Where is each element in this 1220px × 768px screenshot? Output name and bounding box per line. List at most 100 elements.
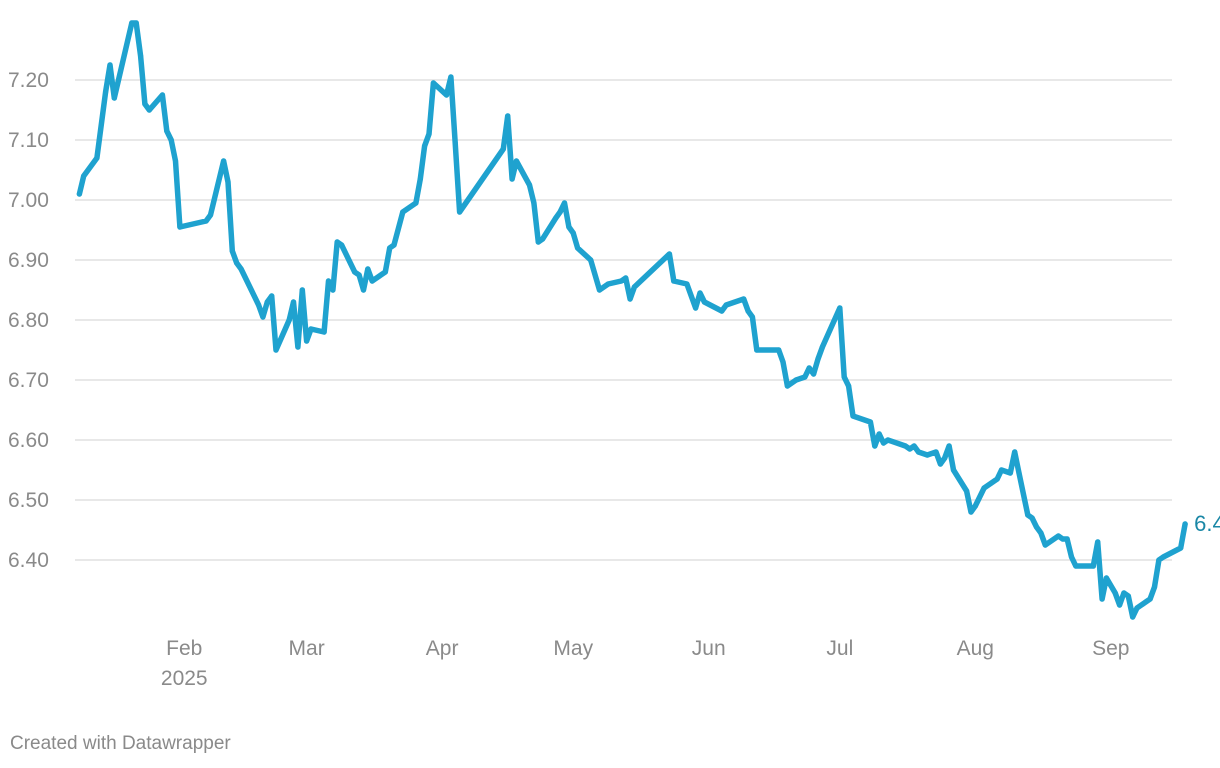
data-point (207, 212, 214, 218)
data-point (221, 158, 227, 164)
data-point (290, 299, 297, 305)
data-point (417, 176, 423, 182)
data-point (177, 224, 183, 230)
data-point (430, 80, 436, 86)
data-point (902, 443, 909, 449)
data-point (623, 275, 629, 281)
data-point (693, 305, 699, 311)
data-point (286, 317, 292, 323)
data-point (260, 314, 266, 320)
data-point (234, 260, 240, 266)
data-point (666, 251, 673, 257)
data-point (885, 437, 891, 443)
data-point (631, 284, 638, 290)
data-point (129, 20, 135, 26)
data-point (382, 269, 388, 275)
data-point (1033, 524, 1040, 530)
data-point (981, 485, 987, 491)
data-point (1068, 554, 1075, 560)
data-point (1099, 596, 1105, 602)
data-point (330, 287, 336, 293)
end-value-label: 6.46 (1194, 511, 1220, 536)
y-tick-label: 7.10 (8, 129, 49, 152)
data-point (1103, 575, 1109, 581)
data-point (304, 338, 310, 344)
data-point (164, 128, 170, 134)
data-point (1055, 533, 1061, 539)
data-point (850, 413, 856, 419)
data-point (225, 179, 231, 185)
y-axis: 6.40 6.50 6.60 6.70 6.80 6.90 7.00 7.10 7.20 (8, 69, 49, 572)
data-point (819, 344, 826, 350)
data-point (422, 143, 428, 149)
data-point (295, 344, 301, 350)
data-point (776, 347, 782, 353)
y-tick-label: 6.60 (8, 429, 49, 452)
x-tick-sublabel: 2025 (161, 667, 208, 690)
data-point (1060, 536, 1066, 542)
data-point (334, 239, 340, 245)
data-point (950, 467, 957, 473)
data-point (339, 242, 345, 248)
data-point (784, 383, 791, 389)
x-tick-label: Jun (692, 637, 726, 660)
data-point (815, 356, 821, 362)
data-point (1029, 515, 1035, 521)
data-point (103, 89, 109, 95)
data-point (968, 509, 974, 515)
data-point (846, 383, 852, 389)
x-tick-label: Aug (957, 637, 994, 660)
data-point (566, 224, 572, 230)
data-point (1121, 590, 1127, 596)
data-point (867, 419, 874, 425)
y-tick-label: 7.00 (8, 189, 49, 212)
data-point (841, 374, 847, 380)
data-point (500, 146, 506, 152)
data-point (1178, 545, 1184, 551)
data-point (1007, 470, 1013, 476)
data-point (872, 443, 878, 449)
data-point (837, 305, 843, 311)
y-tick-label: 6.40 (8, 549, 49, 572)
data-point (142, 101, 148, 107)
data-point (1182, 521, 1188, 527)
data-point (972, 503, 978, 509)
data-point (933, 449, 939, 455)
data-point (321, 329, 327, 335)
data-point (426, 131, 432, 137)
data-point (994, 476, 1000, 482)
data-point (1147, 596, 1153, 602)
data-point (299, 287, 305, 293)
data-point (256, 302, 262, 308)
data-point (159, 92, 165, 98)
x-tick-label: May (553, 637, 593, 660)
data-point (719, 308, 725, 314)
data-point (754, 347, 760, 353)
data-point (81, 173, 87, 179)
data-point (264, 299, 270, 305)
data-point (924, 452, 930, 458)
data-point (588, 257, 594, 263)
data-point (1112, 590, 1118, 596)
data-point (911, 443, 917, 449)
data-point (413, 200, 419, 206)
data-point (1042, 542, 1048, 548)
data-point (513, 158, 520, 164)
data-point (229, 248, 235, 254)
y-tick-label: 7.20 (8, 69, 49, 92)
data-point (998, 467, 1005, 473)
data-point (111, 95, 117, 101)
data-point (618, 278, 624, 284)
data-point (1160, 554, 1166, 560)
data-point (391, 242, 397, 248)
data-point (526, 182, 533, 188)
data-point (535, 239, 541, 245)
data-point (793, 377, 799, 383)
data-point (561, 200, 568, 206)
data-point (360, 287, 367, 293)
y-tick-label: 6.80 (8, 309, 49, 332)
data-point (269, 293, 275, 299)
data-point (627, 296, 633, 302)
data-point (168, 137, 174, 143)
